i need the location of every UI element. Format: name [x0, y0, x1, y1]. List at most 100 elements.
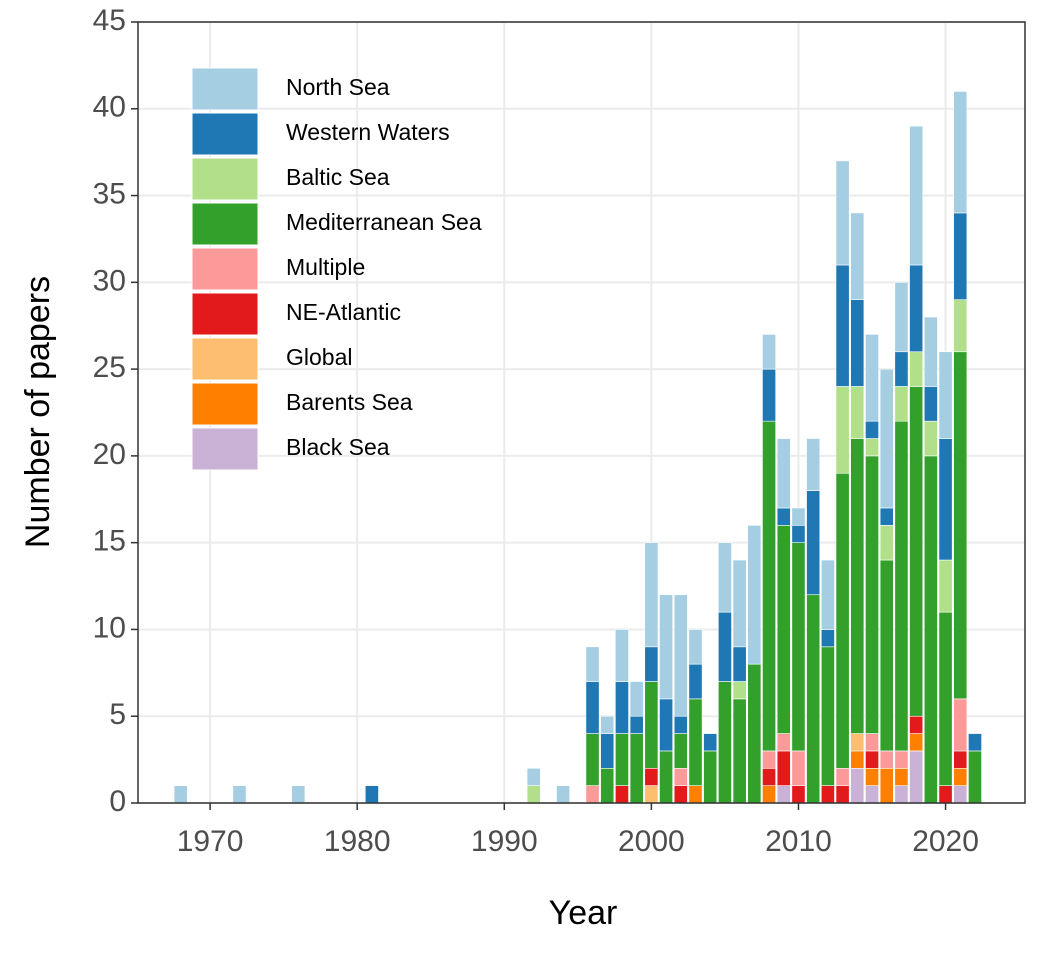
bar-segment — [879, 525, 894, 561]
bar-segment — [791, 542, 806, 752]
bar-segment — [364, 785, 379, 804]
bar-segment — [718, 542, 732, 613]
bar-segment — [762, 368, 776, 422]
x-tick-label: 2000 — [618, 825, 685, 858]
bar-segment — [673, 594, 688, 717]
bar-segment — [776, 507, 791, 526]
bar-segment — [850, 767, 865, 804]
legend-key — [191, 292, 259, 336]
bar-segment — [835, 472, 850, 769]
bar-segment — [923, 455, 938, 804]
bar-segment — [776, 733, 791, 752]
bar-segment — [865, 750, 879, 769]
legend-label: Global — [286, 344, 352, 370]
bar-segment — [659, 594, 674, 700]
bar-segment — [791, 750, 806, 786]
bar-segment — [688, 785, 703, 804]
bar-segment — [865, 420, 879, 439]
legend-key — [191, 247, 259, 291]
bar-segment — [659, 698, 674, 752]
y-tick-label: 25 — [93, 351, 126, 384]
legend-label: NE-Atlantic — [286, 299, 401, 325]
bar-segment — [600, 715, 615, 734]
bar-segment — [879, 559, 894, 752]
bar-segment — [850, 733, 865, 752]
bar-segment — [953, 750, 968, 769]
legend-key — [191, 157, 259, 201]
bar-segment — [953, 351, 968, 700]
bar-segment — [629, 681, 644, 717]
bar-segment — [850, 299, 865, 387]
y-tick-label: 0 — [109, 785, 126, 818]
bar-segment — [879, 750, 894, 769]
bar-segment — [600, 767, 615, 804]
bar-segment — [879, 368, 894, 509]
x-tick-label: 1970 — [177, 825, 244, 858]
y-tick-label: 30 — [93, 264, 126, 297]
bar-segment — [732, 646, 747, 682]
bar-segment — [938, 351, 953, 439]
legend-key — [191, 112, 259, 156]
bar-segment — [894, 420, 909, 752]
legend-label: Barents Sea — [286, 389, 413, 415]
bar-segment — [615, 681, 629, 734]
bar-segment — [732, 681, 747, 700]
bar-segment — [644, 681, 659, 769]
bar-segment — [526, 785, 541, 804]
bar-segment — [762, 334, 776, 370]
bar-segment — [762, 767, 776, 786]
bar-segment — [585, 681, 600, 734]
bar-segment — [850, 750, 865, 769]
y-tick-label: 35 — [93, 177, 126, 210]
legend-label: Baltic Sea — [286, 164, 390, 190]
bar-segment — [923, 386, 938, 422]
bar-segment — [909, 733, 924, 752]
bar-segment — [776, 525, 791, 734]
y-axis-title: Number of papers — [19, 276, 57, 548]
bar-segment — [835, 386, 850, 474]
y-tick-label: 5 — [109, 698, 126, 731]
bar-segment — [526, 767, 541, 786]
bar-segment — [762, 750, 776, 769]
bar-segment — [703, 750, 718, 804]
bar-segment — [718, 611, 732, 682]
bar-segment — [806, 438, 821, 491]
bar-segment — [688, 663, 703, 700]
bar-segment — [909, 715, 924, 734]
bar-segment — [747, 525, 762, 665]
bar-segment — [791, 785, 806, 804]
bar-segment — [820, 559, 835, 630]
bar-segment — [894, 282, 909, 353]
bar-segment — [879, 507, 894, 526]
y-tick-label: 20 — [93, 438, 126, 471]
panel-border — [137, 21, 1026, 804]
bar-segment — [865, 785, 879, 804]
bar-segment — [850, 386, 865, 439]
bar-segment — [556, 785, 571, 804]
bar-segment — [865, 455, 879, 734]
bar-segment — [615, 629, 629, 682]
bar-segment — [688, 698, 703, 786]
legend-label: Black Sea — [286, 434, 390, 460]
bar-segment — [894, 785, 909, 804]
legend-label: Multiple — [286, 254, 365, 280]
bar-segment — [923, 420, 938, 457]
bar-segment — [585, 785, 600, 804]
bar-segment — [865, 438, 879, 457]
bar-segment — [938, 611, 953, 786]
bar-segment — [232, 785, 247, 804]
bar-segment — [953, 91, 968, 214]
bar-segment — [629, 733, 644, 804]
bar-segment — [879, 767, 894, 804]
bar-segment — [644, 542, 659, 648]
bar-segment — [703, 733, 718, 752]
x-tick-label: 1980 — [324, 825, 391, 858]
bar-segment — [820, 785, 835, 804]
bar-segment — [615, 785, 629, 804]
bar-segment — [938, 785, 953, 804]
y-tick-label: 10 — [93, 611, 126, 644]
x-tick-label: 2010 — [765, 825, 832, 858]
bar-segment — [953, 785, 968, 804]
legend-key — [191, 202, 259, 246]
bar-segment — [806, 594, 821, 804]
